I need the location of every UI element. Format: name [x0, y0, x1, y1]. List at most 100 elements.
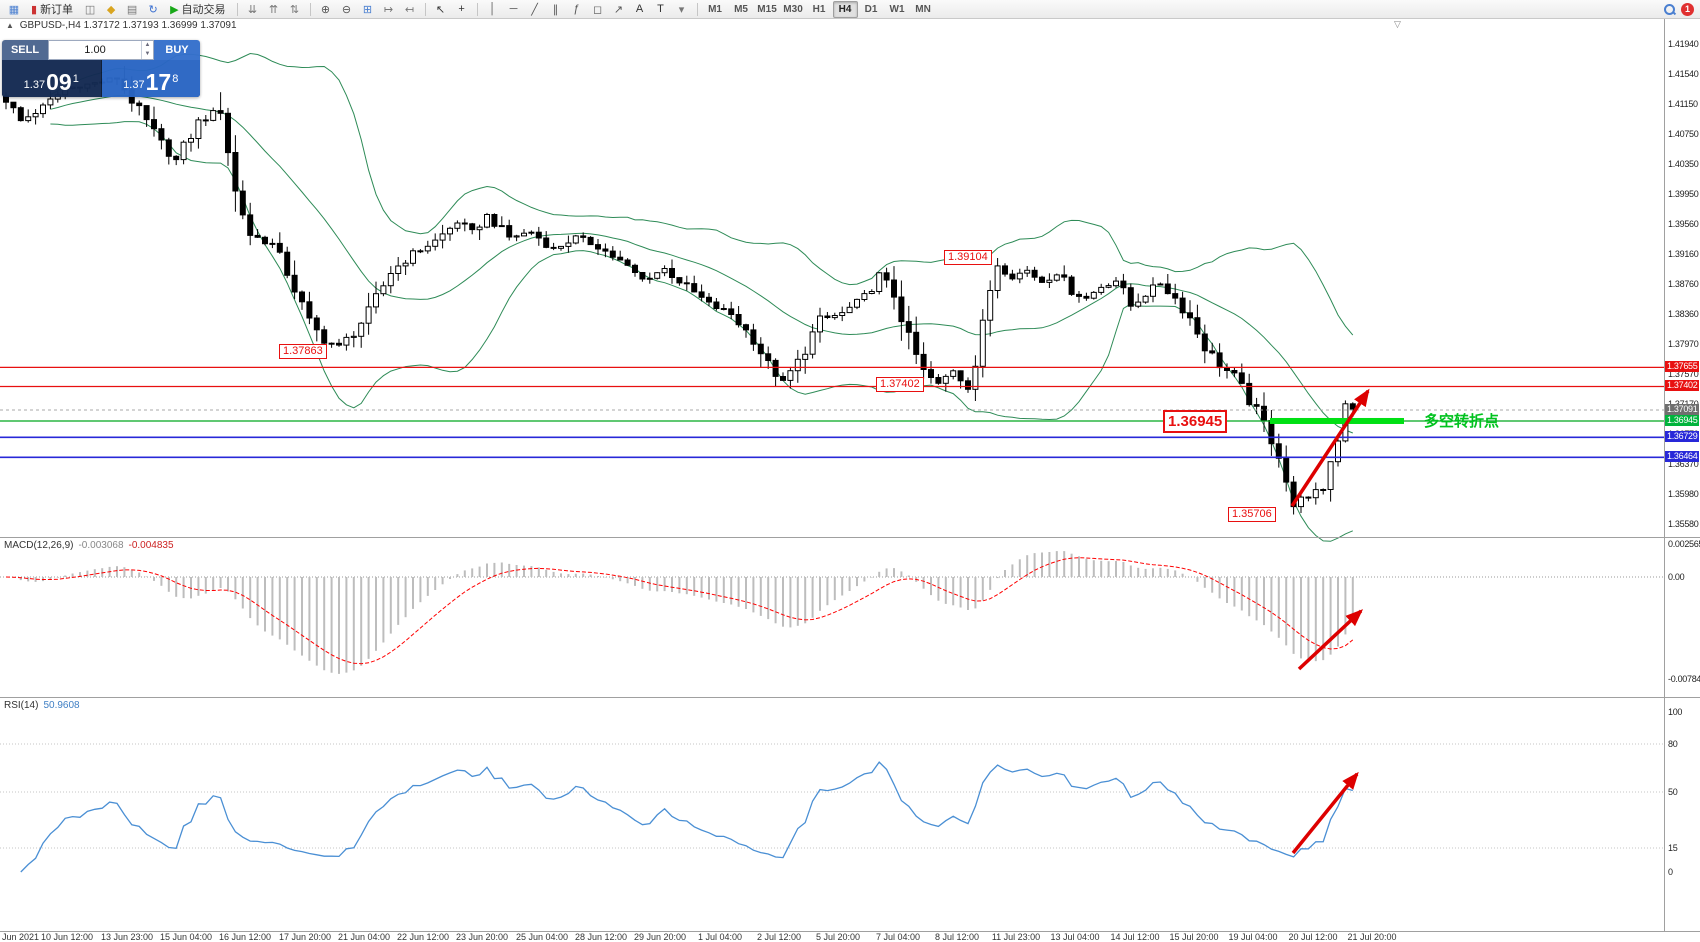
price-tag[interactable]: 1.36945	[1163, 410, 1228, 433]
cursor-icon[interactable]: ↖	[431, 0, 451, 18]
price-axis-badge: 1.36464	[1665, 451, 1700, 462]
time-axis-label: 13 Jun 23:00	[100, 932, 154, 942]
market-watch-icon[interactable]: ⇈	[264, 0, 284, 18]
new-chart-icon: ▦	[8, 3, 20, 16]
zoom-out-icon: ⊖	[341, 3, 352, 16]
ohlc-readout: 1.37172 1.37193 1.36999 1.37091	[83, 20, 237, 31]
timeframe-M30[interactable]: M30	[783, 3, 803, 15]
fibonacci-icon: ƒ	[573, 3, 580, 15]
new-order-button[interactable]: ▮ 新订单	[25, 0, 79, 18]
arrows-tool-icon: ↗	[613, 3, 624, 16]
shapes-icon[interactable]: ◻	[588, 0, 608, 18]
price-axis-badge: 1.37091	[1665, 404, 1700, 415]
fibonacci-icon[interactable]: ƒ	[567, 0, 587, 18]
timeframe-H1[interactable]: H1	[812, 3, 826, 15]
autotrade-button[interactable]: ▶ 自动交易	[164, 0, 231, 18]
price-axis-label: 1.37970	[1668, 339, 1699, 349]
time-axis-label: 16 Jun 12:00	[218, 932, 272, 942]
price-axis-label: 1.41540	[1668, 69, 1699, 79]
chart-shift-marker[interactable]: ▽	[1394, 19, 1401, 29]
price-axis-label: 1.38360	[1668, 309, 1699, 319]
chart-window-icon[interactable]: ◫	[80, 0, 100, 18]
timeframe-W1[interactable]: W1	[889, 3, 905, 15]
timeframe-M1[interactable]: M1	[708, 3, 722, 15]
horizontal-line-icon[interactable]: ─	[504, 0, 524, 18]
objects-dropdown-icon: ▾	[678, 3, 685, 16]
rsi-axis-label: 0	[1668, 867, 1673, 877]
price-tag[interactable]: 1.39104	[944, 250, 992, 265]
autotrade-button-label: 自动交易	[181, 4, 226, 16]
price-axis-label: 1.41940	[1668, 39, 1699, 49]
volume-stepper[interactable]: ▲ ▼	[141, 41, 153, 59]
rsi-axis-label: 80	[1668, 739, 1678, 749]
turning-point-note[interactable]: 多空转折点	[1424, 413, 1500, 430]
new-chart-icon[interactable]: ▦	[4, 0, 24, 18]
text-icon: A	[635, 3, 644, 15]
timeframe-MN[interactable]: MN	[915, 3, 931, 15]
chart-expand-icon[interactable]: ▲	[6, 21, 14, 30]
text-label-icon: T	[657, 3, 664, 15]
price-tag[interactable]: 1.37402	[876, 377, 924, 392]
shapes-icon: ◻	[592, 3, 603, 16]
timeframe-D1[interactable]: D1	[864, 3, 878, 15]
navigator-icon: ⇅	[289, 3, 300, 16]
macd-axis-label: -0.007847	[1668, 674, 1700, 684]
arrows-tool-icon[interactable]: ↗	[609, 0, 629, 18]
timeframe-H4[interactable]: H4	[832, 0, 858, 18]
trendline-icon[interactable]: ╱	[525, 0, 545, 18]
price-axis-label: 1.38760	[1668, 279, 1699, 289]
crosshair-icon[interactable]: +	[452, 0, 472, 18]
data-window-icon[interactable]: ⇊	[243, 0, 263, 18]
vertical-line-icon[interactable]: │	[483, 0, 503, 18]
zoom-out-icon[interactable]: ⊖	[337, 0, 357, 18]
crosshair-icon: +	[458, 3, 465, 15]
buy-button[interactable]: BUY	[154, 40, 200, 60]
chart-shift-icon[interactable]: ↤	[400, 0, 420, 18]
time-axis-label: 11 Jul 23:00	[991, 932, 1041, 942]
text-label-icon[interactable]: T	[651, 0, 671, 18]
time-axis-label: 15 Jun 04:00	[159, 932, 213, 942]
rsi-axis-label: 50	[1668, 787, 1678, 797]
horizontal-lines[interactable]	[0, 366, 1664, 459]
time-axis-label: 23 Jun 20:00	[455, 932, 509, 942]
equidistant-channel-icon: ∥	[552, 3, 559, 16]
navigator-icon[interactable]: ⇅	[285, 0, 305, 18]
search-icon[interactable]	[1664, 3, 1675, 15]
trendline-icon: ╱	[531, 3, 538, 16]
text-icon[interactable]: A	[630, 0, 650, 18]
price-axis-badge: 1.37402	[1665, 380, 1700, 391]
toolbar-separator	[696, 2, 698, 16]
indicators-icon[interactable]: ◆	[101, 0, 121, 18]
trend-arrows[interactable]	[1290, 388, 1370, 855]
sell-price[interactable]: 1.37 09 1	[2, 60, 101, 97]
timeframe-M5[interactable]: M5	[734, 3, 748, 15]
equidistant-channel-icon[interactable]: ∥	[546, 0, 566, 18]
sell-button[interactable]: SELL	[2, 40, 48, 60]
volume-field[interactable]: 1.00 ▲ ▼	[48, 40, 154, 60]
zoom-in-icon[interactable]: ⊕	[316, 0, 336, 18]
price-tag[interactable]: 1.37863	[279, 344, 327, 359]
price-axis-label: 1.40350	[1668, 159, 1699, 169]
refresh-icon[interactable]: ↻	[143, 0, 163, 18]
cursor-icon: ↖	[435, 3, 446, 16]
buy-price[interactable]: 1.37 17 8	[101, 60, 200, 97]
time-axis-label: 21 Jun 04:00	[337, 932, 391, 942]
profiles-icon[interactable]: ▤	[122, 0, 142, 18]
toolbar-separator	[309, 2, 311, 16]
volume-value[interactable]: 1.00	[84, 44, 106, 56]
price-tag[interactable]: 1.35706	[1228, 507, 1276, 522]
auto-scroll-icon[interactable]: ↦	[379, 0, 399, 18]
autotrade-button: ▶	[170, 3, 179, 16]
market-watch-icon: ⇈	[268, 3, 279, 16]
notification-badge[interactable]: 1	[1681, 2, 1694, 16]
symbol-period-label: GBPUSD-,H4	[19, 20, 81, 31]
price-axis-label: 1.39160	[1668, 249, 1699, 259]
time-axis-label: 20 Jul 12:00	[1288, 932, 1338, 942]
profiles-icon: ▤	[126, 3, 138, 16]
objects-dropdown-icon[interactable]: ▾	[672, 0, 692, 18]
data-window-icon: ⇊	[247, 3, 258, 16]
turning-point-segment[interactable]	[1270, 417, 1404, 424]
timeframe-M15[interactable]: M15	[757, 3, 777, 15]
tile-windows-icon[interactable]: ⊞	[358, 0, 378, 18]
